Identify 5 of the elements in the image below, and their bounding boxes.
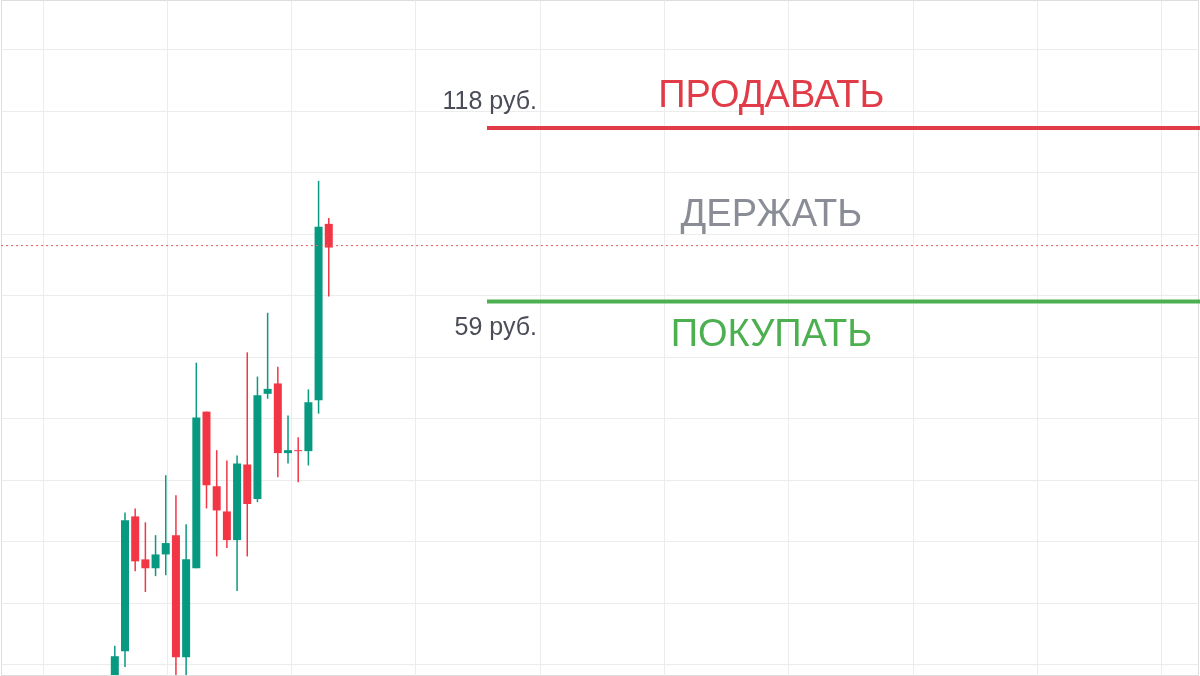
ref-line-label: 118 руб. bbox=[442, 85, 537, 114]
ref-line-label: 59 руб. bbox=[454, 312, 537, 341]
text: ДЕРЖАТЬ bbox=[680, 191, 863, 234]
text: ПОКУПАТЬ bbox=[670, 312, 873, 355]
text: ПРОДАВАТЬ bbox=[658, 72, 885, 115]
